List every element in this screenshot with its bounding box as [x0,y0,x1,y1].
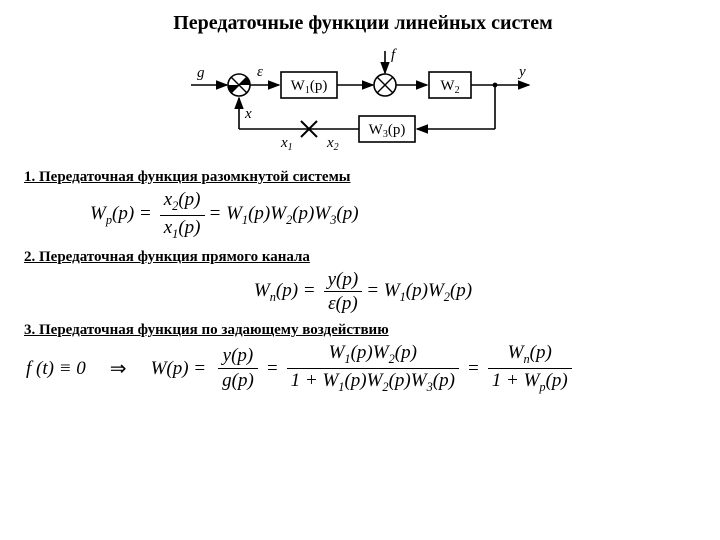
section-1-heading: 1. Передаточная функция разомкнутой сист… [24,169,702,186]
label-eps: ε [257,64,263,80]
label-g: g [197,65,205,81]
block-diagram: g ε W1(p) f [24,45,702,155]
svg-text:W3(p): W3(p) [369,122,406,140]
section-2-heading: 2. Передаточная функция прямого канала [24,249,702,266]
page: Передаточные функции линейных систем g ε [0,0,720,540]
section-3-heading: 3. Передаточная функция по задающему воз… [24,322,702,339]
equation-1: Wp(p) = x2(p) x1(p) = W1(p)W2(p)W3(p) [24,190,702,241]
label-x1: x1 [280,135,293,153]
block-diagram-svg: g ε W1(p) f [183,45,543,155]
label-x: x [244,106,252,122]
label-x2: x2 [326,135,339,153]
label-f: f [391,47,397,63]
implies-arrow: ⇒ [110,356,127,381]
label-y: y [517,64,526,80]
eq3-condition: f (t) ≡ 0 [26,358,86,380]
page-title: Передаточные функции линейных систем [24,12,702,35]
svg-text:W1(p): W1(p) [291,78,328,96]
equation-3: f (t) ≡ 0 ⇒ W(p) = y(p) g(p) = W1(p)W2(p… [24,343,702,394]
equation-2: Wn(p) = y(p) ε(p) = W1(p)W2(p) [24,270,702,315]
